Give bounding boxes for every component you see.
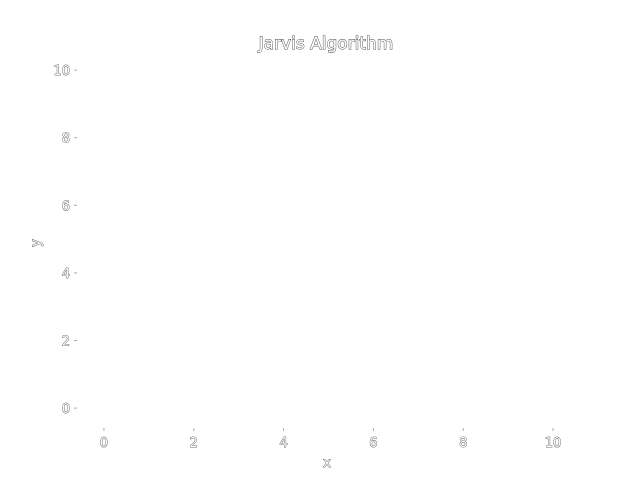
y-tick-label-2: 4 [62, 267, 70, 282]
y-tick-label-4: 8 [62, 132, 70, 147]
x-axis-ticks: 0 2 4 6 8 10 [99, 428, 562, 451]
y-tick-label-5: 10 [53, 64, 70, 79]
x-tick-label-0: 0 [100, 436, 108, 451]
x-tick-label-1: 2 [190, 436, 198, 451]
x-tick-label-4: 8 [459, 436, 467, 451]
y-axis-ticks: 0 2 4 6 8 10 [53, 64, 77, 418]
y-tick-label-3: 6 [62, 199, 70, 214]
x-tick-label-3: 6 [369, 436, 377, 451]
y-tick-label-1: 2 [62, 335, 70, 350]
x-tick-label-2: 4 [279, 436, 287, 451]
x-tick-label-5: 10 [545, 436, 562, 451]
x-axis-label: x [323, 456, 331, 471]
y-tick-label-0: 0 [62, 402, 70, 417]
y-axis-label: y [29, 239, 44, 247]
plot-area: 0 2 4 6 8 10 0 2 4 6 8 10 [53, 64, 562, 452]
chart-title: Jarvis Algorithm [258, 34, 394, 54]
